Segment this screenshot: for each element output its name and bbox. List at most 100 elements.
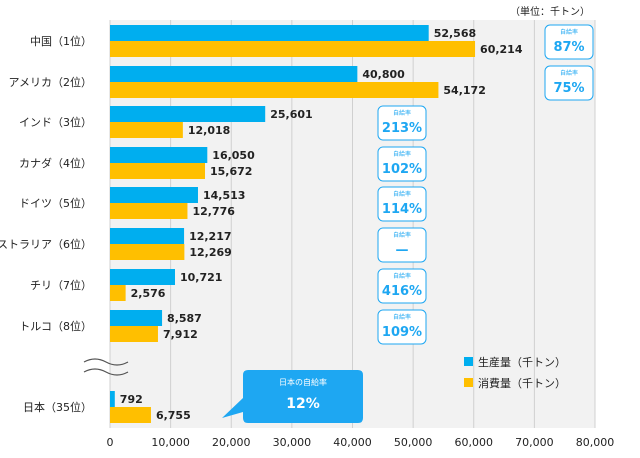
- data-label: 7,912: [163, 328, 198, 341]
- bar-consumption: [110, 203, 188, 219]
- data-label: 15,672: [210, 165, 252, 178]
- bar-consumption: [110, 285, 126, 301]
- self-sufficiency-frame: [544, 65, 594, 101]
- self-sufficiency-title: 自給率: [393, 109, 411, 117]
- data-label: 16,050: [212, 149, 255, 162]
- x-tick-labels: 0 10,000 20,000 30,000 40,000 50,000 60,000 70,…: [107, 436, 615, 449]
- category-label: 中国（1位）: [30, 34, 92, 48]
- self-sufficiency-title: 自給率: [393, 272, 411, 280]
- bar-production: [110, 269, 175, 285]
- x-tick-label: 0: [107, 436, 114, 449]
- axis-break-wave: [83, 358, 129, 366]
- self-sufficiency-box: 自給率 416%: [377, 268, 427, 304]
- data-label: 12,269: [189, 246, 231, 259]
- data-label: 12,018: [188, 124, 230, 137]
- legend-label-consumption: 消費量（千トン）: [478, 376, 566, 390]
- self-sufficiency-box: 自給率 109%: [377, 309, 427, 345]
- value-labels: 52,568 60,214 40,800 54,172 25,601 12,018 16,0…: [120, 27, 523, 422]
- bar-consumption: [110, 122, 183, 138]
- bar-production: [110, 310, 163, 326]
- self-sufficiency-frame: [377, 268, 427, 304]
- self-sufficiency-title: 自給率: [393, 231, 411, 239]
- self-sufficiency-title: 自給率: [393, 313, 411, 321]
- unit-label: （単位：千トン）: [510, 5, 590, 18]
- data-label: 2,576: [131, 287, 166, 300]
- self-sufficiency-box: 自給率 —: [377, 227, 427, 263]
- data-label: 6,755: [156, 409, 191, 422]
- bar-consumption: [110, 326, 158, 342]
- data-label: 10,721: [180, 271, 222, 284]
- bar-consumption: [110, 82, 439, 98]
- x-tick-label: 30,000: [273, 436, 312, 449]
- self-sufficiency-title: 自給率: [393, 150, 411, 158]
- category-label: カナダ（4位）: [19, 156, 92, 170]
- legend-swatch-production: [464, 357, 473, 366]
- category-label: チリ（7位）: [30, 278, 92, 292]
- data-label: 40,800: [362, 68, 405, 81]
- data-label: 14,513: [203, 189, 245, 202]
- japan-callout-title: 日本の自給率: [279, 377, 327, 387]
- data-label: 792: [120, 393, 143, 406]
- data-label: 8,587: [167, 312, 202, 325]
- self-sufficiency-box: 自給率 102%: [377, 146, 427, 182]
- bar-production: [110, 187, 198, 203]
- japan-callout-value: 12%: [286, 396, 320, 412]
- data-label: 25,601: [270, 108, 312, 121]
- self-sufficiency-box: 自給率 75%: [544, 65, 594, 101]
- data-label: 52,568: [434, 27, 476, 40]
- self-sufficiency-frame: [377, 309, 427, 345]
- x-tick-label: 60,000: [455, 436, 494, 449]
- self-sufficiency-value: 114%: [382, 202, 422, 217]
- x-tick-label: 40,000: [333, 436, 372, 449]
- data-label: 12,776: [192, 205, 235, 218]
- bar-consumption: [110, 41, 476, 57]
- self-sufficiency-frame: [544, 24, 594, 60]
- data-label: 60,214: [480, 43, 523, 56]
- x-tick-label: 10,000: [151, 436, 190, 449]
- bar-production: [110, 66, 358, 82]
- self-sufficiency-value: 75%: [553, 81, 584, 96]
- self-sufficiency-value: —: [396, 243, 409, 258]
- japan-callout: 日本の自給率 12%: [222, 370, 363, 423]
- category-label: トルコ（8位）: [19, 319, 92, 333]
- self-sufficiency-title: 自給率: [393, 190, 411, 198]
- self-sufficiency-box: 自給率 213%: [377, 105, 427, 141]
- self-sufficiency-value: 213%: [382, 121, 422, 136]
- category-labels: 中国（1位） アメリカ（2位） インド（3位） カナダ（4位） ドイツ（5位） オーストラ…: [0, 34, 92, 414]
- bar-consumption: [110, 244, 185, 260]
- legend-swatch-consumption: [464, 378, 473, 387]
- bar-production: [110, 106, 266, 122]
- data-label: 12,217: [189, 230, 231, 243]
- category-label: オーストラリア（6位）: [0, 237, 92, 251]
- bar-production: [110, 25, 429, 41]
- axis-break-wave: [83, 368, 129, 376]
- self-sufficiency-value: 87%: [553, 40, 584, 55]
- self-sufficiency-boxes: 自給率87%自給率75%自給率213%自給率102%自給率114%自給率—自給率…: [377, 24, 594, 345]
- x-tick-label: 50,000: [394, 436, 433, 449]
- category-label: 日本（35位）: [23, 400, 92, 414]
- bar-consumption: [110, 163, 206, 179]
- bar-production: [110, 391, 115, 407]
- category-label: インド（3位）: [19, 115, 92, 129]
- x-tick-label: 20,000: [212, 436, 251, 449]
- axis-break: [83, 358, 129, 376]
- legend: 生産量（千トン） 消費量（千トン）: [464, 355, 566, 390]
- category-label: ドイツ（5位）: [19, 196, 92, 210]
- self-sufficiency-value: 416%: [382, 284, 422, 299]
- self-sufficiency-title: 自給率: [560, 69, 578, 77]
- x-tick-label: 70,000: [515, 436, 554, 449]
- bar-consumption: [110, 407, 151, 423]
- self-sufficiency-frame: [377, 186, 427, 222]
- self-sufficiency-box: 自給率 114%: [377, 186, 427, 222]
- self-sufficiency-value: 109%: [382, 325, 422, 340]
- self-sufficiency-frame: [377, 146, 427, 182]
- japan-callout-bubble: [222, 370, 363, 423]
- category-label: アメリカ（2位）: [9, 75, 92, 89]
- data-label: 54,172: [443, 84, 485, 97]
- legend-label-production: 生産量（千トン）: [478, 355, 566, 369]
- x-tick-label: 80,000: [576, 436, 615, 449]
- bar-production: [110, 147, 208, 163]
- bar-production: [110, 228, 185, 244]
- self-sufficiency-frame: [377, 227, 427, 263]
